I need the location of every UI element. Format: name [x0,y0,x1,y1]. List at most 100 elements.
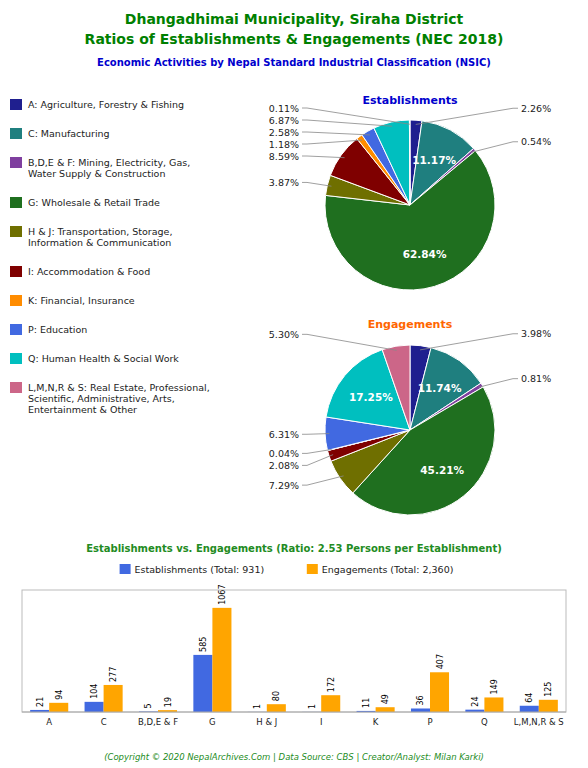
legend-label: Engagements (Total: 2,360) [322,564,454,575]
legend-swatch [10,197,22,208]
data-label: 5 [144,703,153,708]
x-tick-label: K [373,717,379,727]
data-label: 7.29% [269,480,299,491]
legend-label: Q: Human Health & Social Work [28,353,179,364]
data-label: 104 [90,684,99,699]
x-tick-label: H & J [256,717,277,727]
legend-label: P: Education [28,324,87,335]
legend-label: I: Accommodation & Food [28,266,150,277]
data-label: 5.30% [269,329,299,340]
background [0,0,588,768]
bar [85,702,104,712]
title: Dhangadhimai Municipality, Siraha Distri… [85,11,504,47]
bar-title: Establishments vs. Engagements (Ratio: 2… [86,543,502,554]
bar [104,685,123,712]
data-label: 21 [36,697,45,707]
bars [30,608,558,712]
legend-swatch [307,564,318,574]
footer: (Copyright © 2020 NepalArchives.Com | Da… [104,752,484,762]
data-label: 6.31% [269,429,299,440]
legend-swatch [10,157,22,168]
data-label: 149 [490,679,499,694]
leader-line [302,140,362,144]
data-label: 8.59% [269,151,299,162]
data-label: 0.81% [521,373,551,384]
legend-swatch [10,382,22,393]
leader-line [302,182,331,186]
data-label: 2.08% [269,460,299,471]
leader-line [302,108,410,124]
legend: A: Agriculture, Forestry & Fishing C: Man… [10,99,210,415]
bar [520,706,539,712]
data-label: 36 [416,695,425,705]
legend-swatch [120,564,131,574]
data-label: 172 [327,677,336,692]
data-label: 277 [109,667,118,682]
legend-swatch [10,99,22,110]
x-tick-label: G [209,717,216,727]
legend-swatch [10,266,22,277]
x-tick-label: Q [481,717,488,727]
chart-root: Dhangadhimai Municipality, Siraha Distri… [0,0,588,768]
legend-swatch [10,226,22,237]
data-label: 1 [308,704,317,709]
legend-label: B,D,E & F: Mining, Electricity, Gas,Wate… [28,157,190,179]
pie-labels: 11.74%45.21%17.25%3.98%0.81%5.30%6.31%0.… [269,328,551,490]
data-label: 2.58% [269,127,299,138]
pie-slice [382,345,410,430]
data-label: 585 [199,637,208,652]
bar [193,655,212,712]
pie: Engagements [325,318,495,515]
data-label: 11.17% [412,154,456,166]
data-label: 1 [253,704,262,709]
data-label: 1.18% [269,139,299,150]
legend-label: C: Manufacturing [28,128,110,139]
data-label: 24 [471,696,480,706]
plot-frame [22,590,566,712]
bar [411,708,430,712]
data-label: 45.21% [420,464,464,476]
data-label: 94 [55,690,64,700]
x-axis-line [22,712,566,713]
leader-line [302,156,345,158]
data-label: 62.84% [403,248,447,260]
data-label: 11 [362,698,371,708]
data-label: 0.04% [269,448,299,459]
pie-labels: 11.17%62.84%2.26%0.54%0.11%6.87%2.58%1.1… [269,103,551,260]
pie-slice [374,120,410,205]
data-label: 1067 [218,585,227,605]
leader-line [302,476,344,485]
bar [430,672,449,712]
x-tick-label: A [46,717,52,727]
data-label: 49 [381,694,390,704]
leader-line [302,334,397,350]
leader-line [302,455,333,466]
bar [484,697,503,712]
legend-swatch [10,128,22,139]
data-label: 6.87% [269,115,299,126]
x-tick-label: I [320,717,323,727]
data-labels: 2110455851111362464942771910678017249407… [36,585,554,709]
data-label: 407 [436,654,445,669]
legend-label: A: Agriculture, Forestry & Fishing [28,99,184,110]
bar [321,695,340,712]
leader-line [479,379,518,388]
data-label: 80 [272,691,281,701]
data-label: 0.54% [521,136,551,147]
bar [49,703,68,712]
data-label: 19 [164,697,173,707]
subtitle: Economic Activities by Nepal Standard In… [97,57,491,68]
x-tick-label: L,M,N,R & S [514,717,564,727]
bar [539,700,558,712]
x-tick-label: P [427,717,432,727]
legend-label: G: Wholesale & Retail Trade [28,197,160,208]
data-label: 2.26% [521,103,551,114]
bar [376,707,395,712]
data-label: 64 [525,693,534,703]
legend-label: K: Financial, Insurance [28,295,135,306]
pie-title: Engagements [368,318,453,331]
data-label: 11.74% [418,382,462,394]
data-label: 3.87% [269,177,299,188]
x-tick-label: B,D,E & F [138,717,178,727]
data-label: 17.25% [349,391,393,403]
